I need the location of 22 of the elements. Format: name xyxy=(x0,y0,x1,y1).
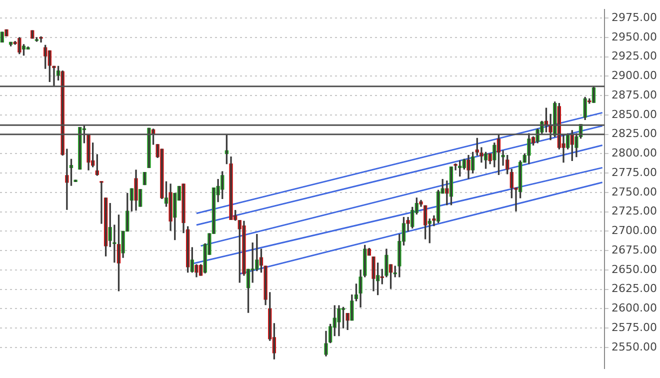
y-tick-label: 2975.00 xyxy=(612,10,658,24)
y-tick-label: 2650.00 xyxy=(612,262,658,276)
candlestick xyxy=(147,128,151,168)
y-tick-label: 2575.00 xyxy=(612,320,658,334)
y-tick-label: 2725.00 xyxy=(612,204,658,218)
y-tick-label: 2750.00 xyxy=(612,185,658,198)
y-tick-label: 2775.00 xyxy=(612,166,658,179)
y-tick-label: 2600.00 xyxy=(612,302,658,315)
y-tick-label: 2825.00 xyxy=(612,127,658,140)
y-tick-label: 2850.00 xyxy=(612,108,658,121)
y-tick-label: 2550.00 xyxy=(612,340,658,354)
candlestick xyxy=(0,32,4,42)
y-tick-label: 2900.00 xyxy=(612,69,658,82)
y-tick-label: 2625.00 xyxy=(612,282,658,296)
candlestick xyxy=(30,30,34,39)
y-tick-label: 2800.00 xyxy=(612,146,658,160)
y-tick-label: 2925.00 xyxy=(612,50,658,63)
y-tick-label: 2700.00 xyxy=(612,224,658,238)
y-tick-label: 2950.00 xyxy=(612,30,658,44)
y-tick-label: 2675.00 xyxy=(612,243,658,256)
candlestick xyxy=(142,172,146,186)
y-tick-label: 2875.00 xyxy=(612,88,658,102)
